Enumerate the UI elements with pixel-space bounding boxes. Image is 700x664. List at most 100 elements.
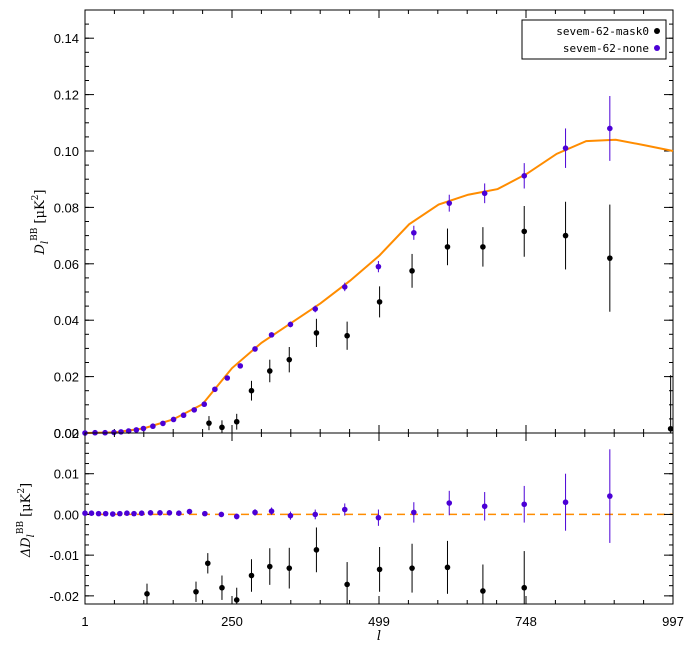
top-none-point: [562, 145, 569, 151]
top-mask0-point: [206, 420, 212, 426]
bottom-ylabel-var: ΔD: [19, 537, 34, 558]
bottom-y-tick-labels: -0.02 -0.01 0.00 0.01 0.02: [49, 426, 79, 604]
top-mask0-point: [233, 418, 240, 425]
top-none-point: [411, 229, 417, 236]
top-none-point: [201, 401, 208, 408]
bottom-series-none: [82, 449, 613, 543]
top-none-point: [224, 375, 231, 381]
x-tick-label-1: 250: [221, 614, 243, 629]
x-tick-label-4: 997: [662, 614, 684, 629]
top-y-tick-label-6: 0.12: [54, 88, 79, 103]
x-tick-label-2: 499: [368, 614, 390, 629]
top-ylabel-sub: l: [40, 241, 51, 244]
legend-label-none: sevem-62-none: [563, 42, 649, 55]
bottom-none-point: [131, 510, 137, 517]
bottom-y-tick-label-3: 0.01: [54, 467, 79, 482]
top-none-point: [150, 423, 156, 430]
top-none-point: [191, 407, 198, 413]
bottom-ylabel-sup: BB: [16, 521, 26, 535]
bottom-none-point: [157, 510, 163, 516]
bottom-y-tick-label-2: 0.00: [54, 507, 79, 522]
top-ylabel-sup: BB: [30, 227, 40, 241]
top-none-point: [607, 125, 613, 132]
bottom-none-point: [268, 508, 275, 514]
bottom-none-point: [562, 499, 569, 506]
top-mask0-point: [286, 356, 293, 363]
bottom-none-point: [218, 511, 225, 518]
top-mask0-point: [248, 387, 255, 394]
bottom-mask0-point: [193, 588, 199, 595]
top-none-point: [160, 420, 166, 427]
top-panel-frame: [84, 9, 674, 434]
bottom-mask0-point: [144, 591, 150, 597]
legend: sevem-62-mask0 sevem-62-none: [521, 19, 667, 60]
top-y-tick-label-7: 0.14: [54, 31, 79, 46]
top-series-none: [82, 96, 613, 436]
top-ylabel-var: D: [33, 243, 48, 255]
bottom-x-ticks: [84, 433, 674, 604]
top-none-point: [111, 429, 117, 436]
bottom-mask0-point: [521, 584, 528, 591]
bottom-mask0-point: [219, 584, 225, 591]
top-y-tick-label-0: 0.00: [54, 426, 79, 441]
top-x-ticks: [84, 10, 674, 433]
top-none-point: [341, 284, 348, 290]
bottom-none-point: [102, 510, 109, 517]
bottom-none-point: [95, 510, 102, 517]
legend-box: [521, 19, 667, 60]
bottom-none-point: [166, 510, 173, 516]
top-mask0-point: [480, 244, 486, 250]
bottom-mask0-point: [444, 564, 451, 571]
top-none-point: [180, 412, 187, 419]
bottom-mask0-point: [266, 563, 273, 570]
top-y-ticks: [85, 23, 673, 434]
top-y-axis-title: DlBB [μK2]: [30, 190, 51, 256]
bottom-none-point: [411, 509, 417, 516]
model-curve: [84, 138, 674, 434]
bottom-mask0-point: [286, 565, 293, 571]
bottom-y-tick-label-4: 0.02: [54, 426, 79, 441]
x-tick-label-0: 1: [81, 614, 88, 629]
top-y-tick-label-1: 0.02: [54, 370, 79, 385]
top-mask0-point: [219, 424, 225, 431]
top-none-point: [140, 425, 147, 432]
top-none-point: [375, 263, 382, 270]
legend-label-mask0: sevem-62-mask0: [556, 25, 649, 38]
top-mask0-point: [607, 255, 613, 261]
bottom-panel: -0.02-0.010.000.010.02 1 250 499 748 997 ΔDl…: [16, 426, 684, 644]
top-none-point: [170, 416, 177, 423]
bottom-none-point: [82, 510, 88, 517]
bottom-none-point: [481, 503, 488, 510]
bottom-mask0-point: [204, 560, 211, 567]
bottom-none-point: [138, 510, 145, 517]
top-none-point: [287, 321, 294, 328]
bottom-none-point: [375, 514, 382, 521]
bottom-none-point: [124, 510, 130, 517]
bottom-mask0-point: [233, 597, 240, 603]
bottom-series-mask0: [144, 527, 528, 604]
top-none-point: [446, 200, 453, 206]
bottom-none-point: [312, 511, 319, 518]
top-none-point: [312, 306, 319, 312]
bottom-y-axis-title: ΔDlBB [μK2]: [16, 483, 37, 558]
top-panel: 0.000.020.040.060.080.100.120.14 DlBB[μK…: [30, 9, 674, 441]
top-y-tick-label-4: 0.08: [54, 200, 79, 215]
bottom-none-point: [287, 512, 294, 519]
top-y-tick-labels: 0.000.020.040.060.080.100.120.14: [54, 31, 79, 441]
top-mask0-point: [667, 425, 674, 432]
legend-marker-mask0: [654, 28, 660, 34]
top-y-tick-label-2: 0.04: [54, 313, 79, 328]
bottom-x-tick-labels: 1 250 499 748 997: [81, 614, 683, 629]
bottom-y-tick-label-0: -0.02: [49, 589, 79, 604]
bottom-none-point: [186, 508, 193, 515]
bottom-ylabel-unit-close: ]: [19, 483, 34, 488]
bottom-none-point: [446, 500, 453, 506]
top-mask0-point: [313, 330, 320, 336]
top-mask0-point: [376, 299, 383, 305]
bottom-none-point: [607, 493, 613, 499]
bottom-mask0-point: [376, 566, 383, 573]
top-y-tick-label-3: 0.06: [54, 257, 79, 272]
top-none-point: [133, 427, 140, 433]
top-mask0-point: [562, 232, 569, 239]
bottom-mask0-point: [480, 588, 486, 594]
